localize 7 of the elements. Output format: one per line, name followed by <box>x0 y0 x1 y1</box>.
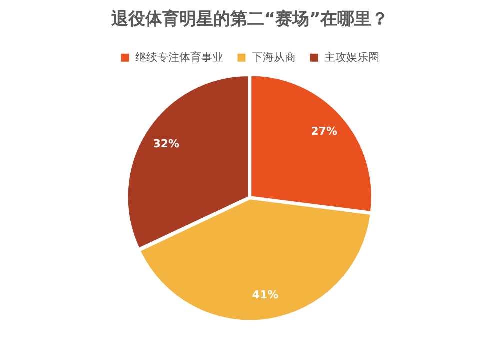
chart-title: 退役体育明星的第二“赛场”在哪里？ <box>110 8 389 30</box>
data-label: 27% <box>311 125 338 138</box>
legend-label: 主攻娱乐圈 <box>324 50 380 64</box>
data-label: 32% <box>153 137 180 150</box>
legend-label: 下海从商 <box>252 50 296 64</box>
legend-label: 继续专注体育事业 <box>135 50 224 64</box>
data-label: 41% <box>252 288 279 302</box>
